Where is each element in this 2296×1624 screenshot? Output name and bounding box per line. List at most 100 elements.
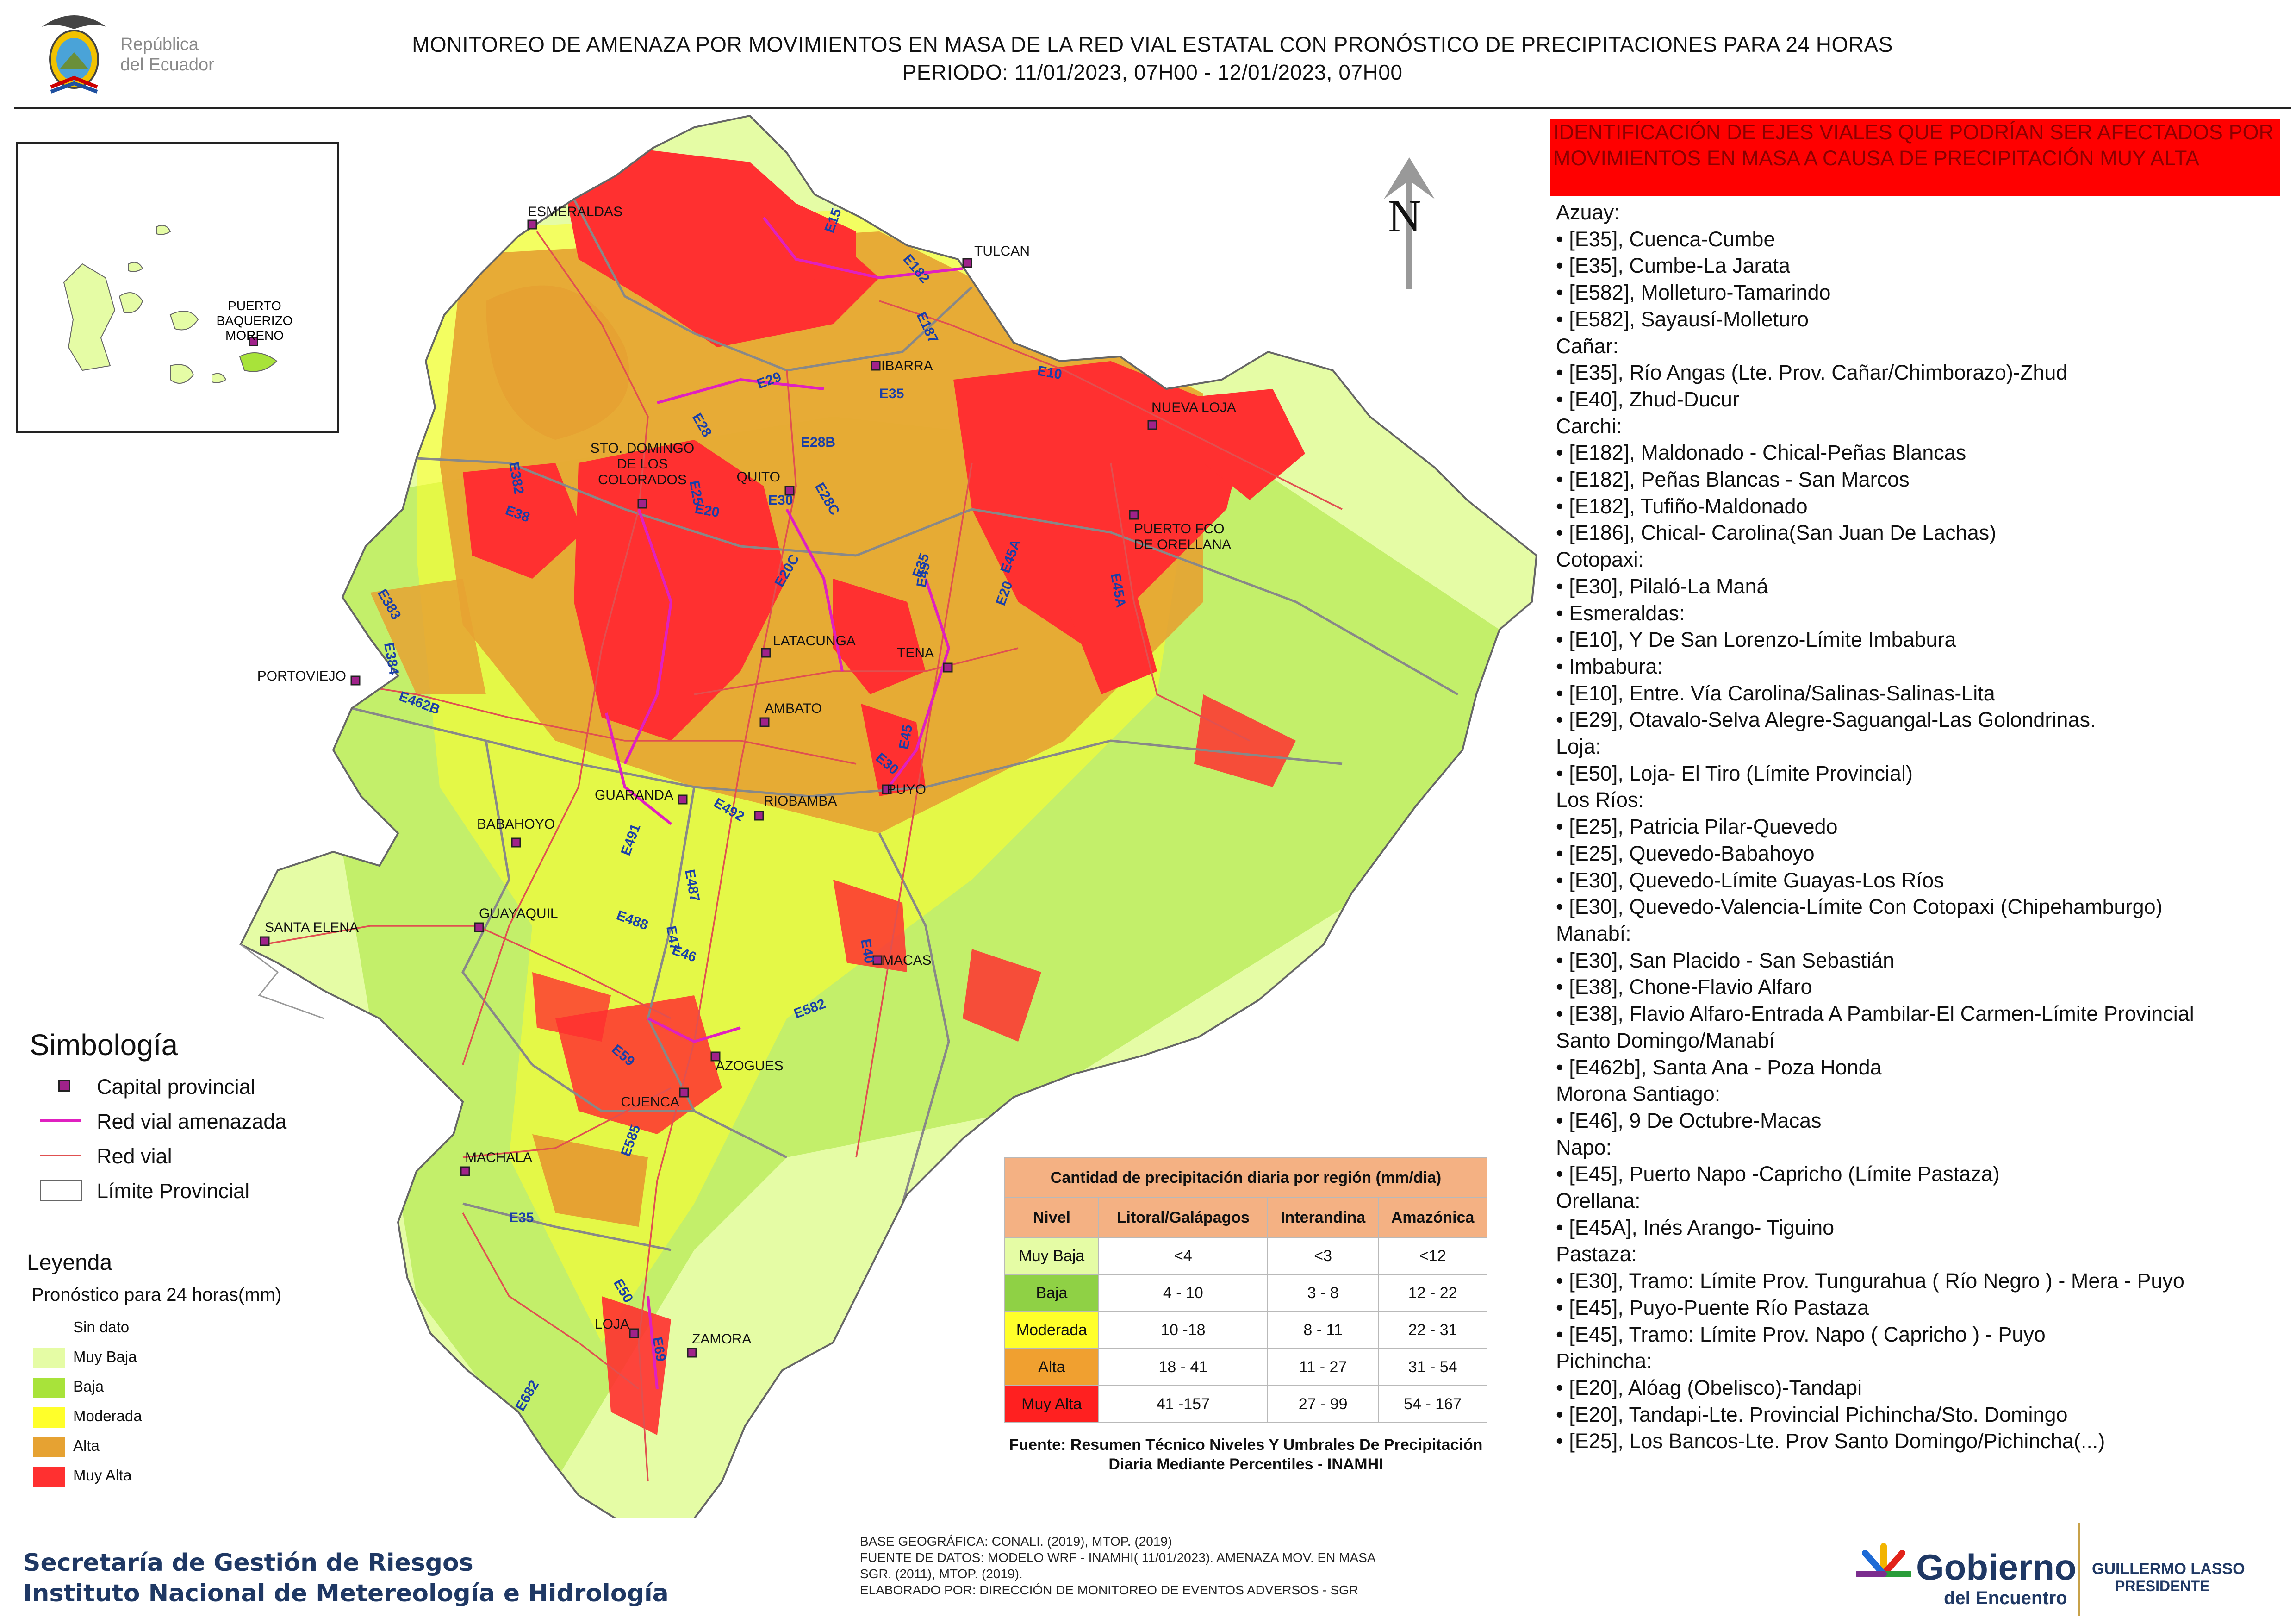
capital-marker-icon xyxy=(687,1348,697,1358)
capital-marker-icon xyxy=(1147,420,1157,430)
table-source: Fuente: Resumen Técnico Niveles Y Umbral… xyxy=(1009,1436,1483,1473)
color-swatch xyxy=(33,1348,65,1368)
capital-marker-icon xyxy=(710,1051,721,1062)
leyenda-label: Alta xyxy=(73,1437,100,1454)
city-label-esmeraldas: ESMERALDAS xyxy=(528,204,622,219)
capital-marker-icon xyxy=(871,361,881,371)
capital-marker-icon xyxy=(460,1166,470,1176)
road-item: • [E186], Chical- Carolina(San Juan De L… xyxy=(1556,521,1997,545)
city-label-ambato: AMBATO xyxy=(765,701,822,716)
city-label-quito: QUITO xyxy=(737,469,780,485)
leyenda-label: Moderada xyxy=(73,1407,142,1424)
footer-organizations: Secretaría de Gestión de Riesgos Institu… xyxy=(23,1548,669,1609)
road-item: • [E29], Otavalo-Selva Alegre-Saguangal-… xyxy=(1556,708,2096,732)
capital-marker-icon xyxy=(761,648,771,658)
city-label-guayaquil: GUAYAQUIL xyxy=(479,906,558,921)
value-cell: 22 - 31 xyxy=(1378,1311,1487,1349)
alert-title: IDENTIFICACIÓN DE EJES VIALES QUE PODRÍA… xyxy=(1553,120,2274,170)
capital-marker-icon xyxy=(629,1328,639,1338)
road-label: E35 xyxy=(509,1210,534,1225)
ecuador-map: ESMERALDAS TULCAN IBARRA NUEVA LOJA STO. DOM… xyxy=(240,115,1537,1518)
leyenda-title: Leyenda xyxy=(27,1250,112,1275)
value-cell: 10 -18 xyxy=(1098,1311,1269,1349)
city-label-portoviejo: PORTOVIEJO xyxy=(257,668,346,684)
road-item: • [E182], Maldonado - Chical-Peñas Blanc… xyxy=(1556,441,1966,465)
road-network xyxy=(263,231,1343,1482)
color-swatch xyxy=(33,1437,65,1457)
galapagos-map: PUERTO BAQUERIZO MORENO xyxy=(63,225,292,384)
road-item: • [E582], Sayausí-Molleturo xyxy=(1556,307,1809,331)
logo-text-line1: República xyxy=(120,35,199,54)
road-item: • [E30], Quevedo-Límite Guayas-Los Ríos xyxy=(1556,868,1944,892)
map-title-line1: MONITOREO DE AMENAZA POR MOVIMIENTOS EN … xyxy=(412,32,1893,56)
table-header: Litoral/Galápagos xyxy=(1098,1197,1269,1238)
value-cell: 12 - 22 xyxy=(1378,1274,1487,1312)
simbologia-label: Capital provincial xyxy=(97,1075,255,1099)
simbologia-label: Red vial amenazada xyxy=(97,1110,287,1133)
republica-logo: República del Ecuador xyxy=(32,8,264,101)
nivel-cell: Baja xyxy=(1004,1274,1099,1312)
capital-marker-icon xyxy=(784,486,795,496)
table-header: Nivel xyxy=(1004,1197,1099,1238)
city-label-tena: TENA xyxy=(897,645,934,661)
road-label: E30 xyxy=(768,493,793,508)
org-inamhi: Instituto Nacional de Metereología e Hid… xyxy=(23,1580,669,1607)
road-item: • [E182], Tufiño-Maldonado xyxy=(1556,494,1808,518)
value-cell: 41 -157 xyxy=(1098,1385,1269,1423)
province-heading: Pastaza: xyxy=(1556,1242,1637,1266)
gobierno-logo: Gobierno del Encuentro GUILLERMO LASSO P… xyxy=(1856,1518,2286,1620)
color-swatch xyxy=(33,1318,65,1339)
road-item: • [E35], Cumbe-La Jarata xyxy=(1556,254,1791,278)
road-item: • [E46], 9 De Octubre-Macas xyxy=(1556,1108,1822,1132)
road-item: • [E25], Patricia Pilar-Quevedo xyxy=(1556,815,1838,839)
city-label-tulcan: TULCAN xyxy=(974,244,1030,259)
road-item: • [E45], Puerto Napo -Capricho (Límite P… xyxy=(1556,1162,2000,1186)
road-item: • [E45], Puyo-Puente Río Pastaza xyxy=(1556,1295,1869,1319)
threatened-roads-list: Azuay: • [E35], Cuenca-Cumbe • [E35], Cumb… xyxy=(1556,199,2292,1455)
table-header: Amazónica xyxy=(1378,1197,1487,1238)
road-item: • [E35], Cuenca-Cumbe xyxy=(1556,227,1775,251)
president-role: PRESIDENTE xyxy=(2115,1578,2210,1594)
table-title: Cantidad de precipitación diaria por reg… xyxy=(1004,1157,1487,1198)
leyenda-item: Muy Alta xyxy=(27,1463,351,1493)
capital-marker-icon xyxy=(759,717,770,727)
president-name: GUILLERMO LASSO xyxy=(2092,1560,2245,1578)
city-label-loja: LOJA xyxy=(595,1317,629,1332)
province-heading: Napo: xyxy=(1556,1135,1612,1159)
precipitation-raster xyxy=(278,139,1527,1481)
road-item: • [E30], Pilaló-La Maná xyxy=(1556,574,1768,598)
value-cell: 27 - 99 xyxy=(1267,1385,1379,1423)
leyenda-label: Sin dato xyxy=(73,1318,130,1336)
table-row: Alta 18 - 41 11 - 27 31 - 54 xyxy=(1004,1348,1487,1386)
leyenda-item: Moderada xyxy=(27,1404,351,1433)
road-item: • [E50], Loja- El Tiro (Límite Provincia… xyxy=(1556,761,1913,785)
coat-of-arms-icon xyxy=(42,15,106,94)
city-label-zamora: ZAMORA xyxy=(692,1331,751,1347)
road-item: • [E30], Tramo: Límite Prov. Tungurahua … xyxy=(1556,1269,2184,1293)
value-cell: 11 - 27 xyxy=(1267,1348,1379,1386)
road-item: • [E45A], Inés Arango- Tiguino xyxy=(1556,1215,1835,1239)
road-item: • [E582], Molleturo-Tamarindo xyxy=(1556,281,1831,305)
simbologia-item-road: Red vial xyxy=(30,1144,400,1179)
province-heading: Pichincha: xyxy=(1556,1349,1652,1373)
city-label-ibarra: IBARRA xyxy=(881,358,933,374)
road-item: • [E462b], Santa Ana - Poza Honda xyxy=(1556,1055,1882,1079)
road-label: E28B xyxy=(801,435,835,450)
footer-credits: BASE GEOGRÁFICA: CONALI. (2019), MTOP. (… xyxy=(860,1533,1376,1598)
simbologia-item-boundary: Límite Provincial xyxy=(30,1179,400,1214)
gobierno-sun-icon xyxy=(1856,1543,1911,1577)
value-cell: <3 xyxy=(1267,1237,1379,1275)
capital-marker-icon xyxy=(637,499,647,509)
capital-marker-icon xyxy=(962,258,972,268)
nivel-cell: Moderada xyxy=(1004,1311,1099,1349)
table-row: Muy Baja <4 <3 <12 xyxy=(1004,1237,1487,1275)
color-swatch xyxy=(33,1467,65,1487)
road-item: • [E20], Tandapi-Lte. Provincial Pichinc… xyxy=(1556,1402,2068,1426)
capital-marker-icon xyxy=(249,337,258,346)
capital-marker-icon xyxy=(58,1080,70,1092)
alert-banner xyxy=(1550,119,2280,196)
nivel-cell: Alta xyxy=(1004,1348,1099,1386)
province-heading: Cañar: xyxy=(1556,334,1619,358)
city-label-azogues: AZOGUES xyxy=(716,1058,784,1074)
logo-divider xyxy=(2078,1523,2080,1616)
